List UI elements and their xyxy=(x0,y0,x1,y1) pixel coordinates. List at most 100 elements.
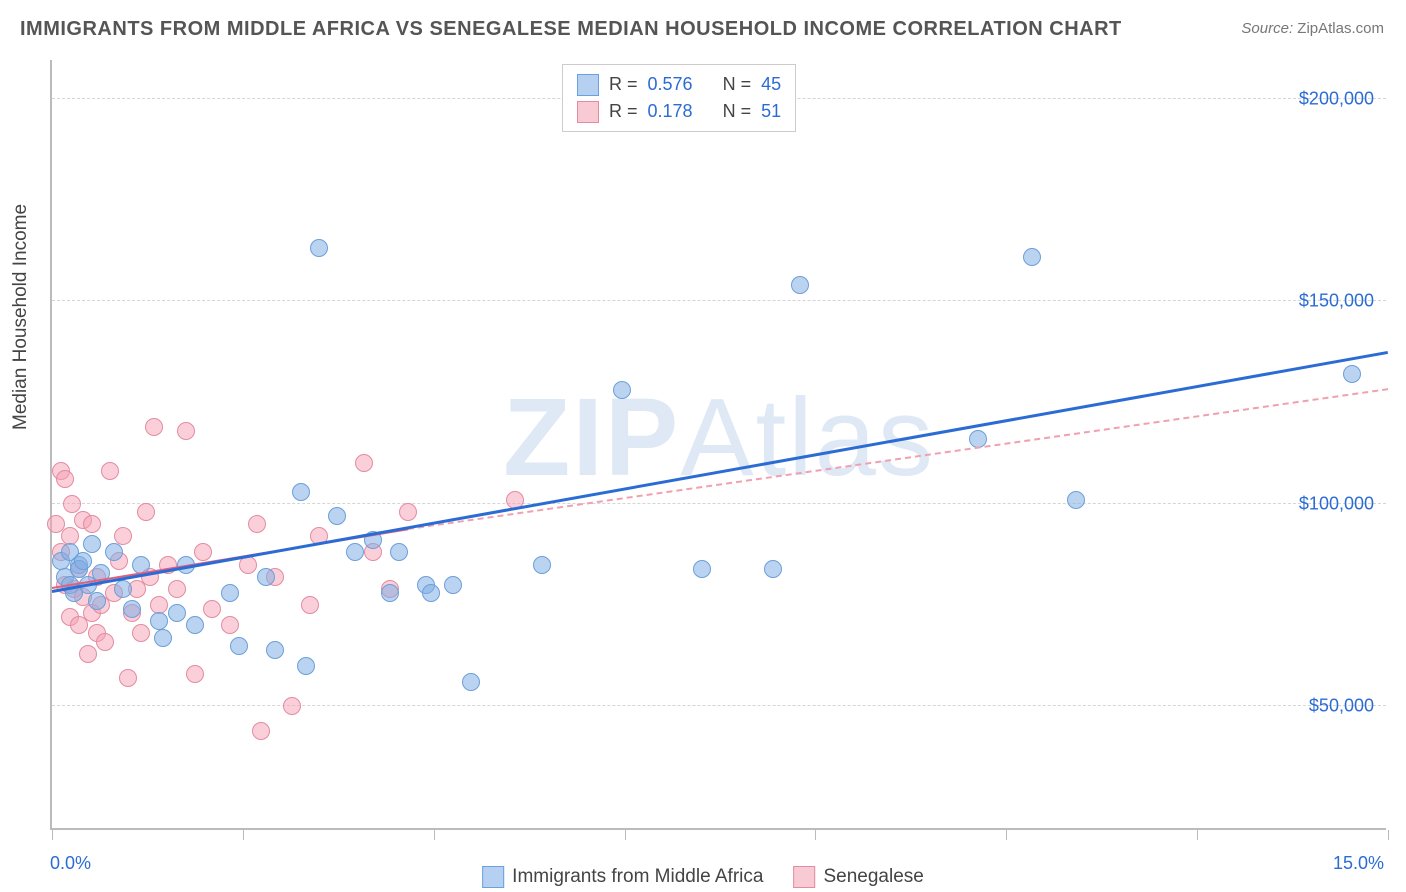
data-point xyxy=(79,645,97,663)
x-tick xyxy=(52,830,53,840)
data-point xyxy=(381,584,399,602)
swatch-pink-icon xyxy=(577,101,599,123)
data-point xyxy=(150,612,168,630)
data-point xyxy=(613,381,631,399)
data-point xyxy=(310,239,328,257)
n-label-2: N = xyxy=(723,98,752,125)
data-point xyxy=(390,543,408,561)
data-point xyxy=(186,616,204,634)
n-value-2: 51 xyxy=(761,98,781,125)
r-label-1: R = xyxy=(609,71,638,98)
gridline xyxy=(52,300,1386,301)
x-tick xyxy=(1388,830,1389,840)
data-point xyxy=(74,552,92,570)
data-point xyxy=(154,629,172,647)
data-point xyxy=(355,454,373,472)
watermark-bold: ZIP xyxy=(503,376,680,499)
data-point xyxy=(1023,248,1041,266)
data-point xyxy=(105,543,123,561)
legend-stats-row-2: R = 0.178 N = 51 xyxy=(577,98,781,125)
legend-item-2: Senegalese xyxy=(793,866,923,888)
y-tick-label: $150,000 xyxy=(1299,291,1374,312)
data-point xyxy=(114,527,132,545)
r-value-2: 0.178 xyxy=(648,98,693,125)
data-point xyxy=(186,665,204,683)
legend-series: Immigrants from Middle Africa Senegalese xyxy=(482,866,924,888)
data-point xyxy=(266,641,284,659)
gridline xyxy=(52,503,1386,504)
data-point xyxy=(96,633,114,651)
data-point xyxy=(292,483,310,501)
data-point xyxy=(252,722,270,740)
legend-label-2: Senegalese xyxy=(823,866,923,888)
x-tick xyxy=(625,830,626,840)
n-label-1: N = xyxy=(723,71,752,98)
r-label-2: R = xyxy=(609,98,638,125)
data-point xyxy=(764,560,782,578)
chart-title: IMMIGRANTS FROM MIDDLE AFRICA VS SENEGAL… xyxy=(20,18,1122,41)
data-point xyxy=(132,624,150,642)
data-point xyxy=(168,604,186,622)
data-point xyxy=(203,600,221,618)
swatch-blue-icon xyxy=(577,74,599,96)
swatch-blue-icon xyxy=(482,866,504,888)
source-name: ZipAtlas.com xyxy=(1297,20,1384,37)
trend-line xyxy=(52,351,1389,593)
source: Source: ZipAtlas.com xyxy=(1241,20,1384,37)
y-tick-label: $100,000 xyxy=(1299,493,1374,514)
data-point xyxy=(422,584,440,602)
data-point xyxy=(63,495,81,513)
data-point xyxy=(123,600,141,618)
data-point xyxy=(56,470,74,488)
data-point xyxy=(168,580,186,598)
x-tick xyxy=(243,830,244,840)
data-point xyxy=(101,462,119,480)
data-point xyxy=(83,515,101,533)
source-label: Source: xyxy=(1241,20,1293,37)
n-value-1: 45 xyxy=(761,71,781,98)
data-point xyxy=(119,669,137,687)
legend-label-1: Immigrants from Middle Africa xyxy=(512,866,763,888)
data-point xyxy=(248,515,266,533)
data-point xyxy=(399,503,417,521)
x-tick xyxy=(1197,830,1198,840)
data-point xyxy=(221,616,239,634)
x-axis-min-label: 0.0% xyxy=(50,853,91,874)
watermark: ZIPAtlas xyxy=(503,374,935,501)
data-point xyxy=(177,422,195,440)
data-point xyxy=(221,584,239,602)
x-tick xyxy=(815,830,816,840)
y-axis-label: Median Household Income xyxy=(10,204,32,430)
legend-stats-row-1: R = 0.576 N = 45 xyxy=(577,71,781,98)
data-point xyxy=(83,535,101,553)
data-point xyxy=(145,418,163,436)
data-point xyxy=(301,596,319,614)
data-point xyxy=(346,543,364,561)
data-point xyxy=(1343,365,1361,383)
r-value-1: 0.576 xyxy=(648,71,693,98)
gridline xyxy=(52,705,1386,706)
scatter-plot: ZIPAtlas R = 0.576 N = 45 R = 0.178 N = … xyxy=(50,60,1386,830)
y-tick-label: $200,000 xyxy=(1299,88,1374,109)
data-point xyxy=(297,657,315,675)
y-tick-label: $50,000 xyxy=(1309,696,1374,717)
legend-item-1: Immigrants from Middle Africa xyxy=(482,866,763,888)
x-tick xyxy=(434,830,435,840)
trend-line xyxy=(408,388,1388,530)
data-point xyxy=(88,592,106,610)
x-tick xyxy=(1006,830,1007,840)
swatch-pink-icon xyxy=(793,866,815,888)
data-point xyxy=(791,276,809,294)
data-point xyxy=(283,697,301,715)
data-point xyxy=(230,637,248,655)
legend-stats: R = 0.576 N = 45 R = 0.178 N = 51 xyxy=(562,64,796,132)
data-point xyxy=(533,556,551,574)
data-point xyxy=(114,580,132,598)
data-point xyxy=(137,503,155,521)
data-point xyxy=(444,576,462,594)
data-point xyxy=(328,507,346,525)
data-point xyxy=(462,673,480,691)
data-point xyxy=(194,543,212,561)
data-point xyxy=(1067,491,1085,509)
data-point xyxy=(693,560,711,578)
